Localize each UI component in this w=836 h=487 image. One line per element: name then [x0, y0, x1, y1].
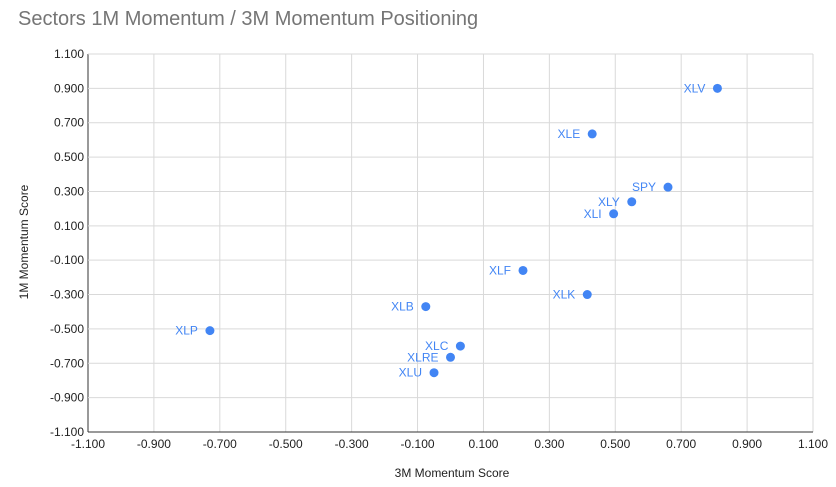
data-label: XLY [598, 195, 620, 209]
x-tick-label: 0.500 [600, 437, 630, 451]
x-tick-label: -0.900 [137, 437, 171, 451]
x-tick-label: 0.900 [732, 437, 762, 451]
data-point [663, 182, 673, 192]
grid-lines [87, 53, 814, 433]
y-axis-ticks: 1.100 0.900 0.700 0.500 0.300 0.100 -0.100 -0.3… [50, 47, 84, 439]
y-tick-label: 0.100 [54, 219, 84, 233]
data-label: XLK [553, 288, 576, 302]
x-tick-label: -0.300 [335, 437, 369, 451]
data-point [455, 341, 465, 351]
data-label: XLE [558, 127, 581, 141]
data-label: XLI [584, 207, 602, 221]
data-point [429, 368, 439, 378]
data-label: XLB [391, 300, 414, 314]
y-tick-label: 0.300 [54, 184, 84, 198]
y-tick-label: 1.100 [54, 47, 84, 61]
data-label: XLC [425, 339, 449, 353]
x-tick-label: 1.100 [798, 437, 828, 451]
y-tick-label: -1.100 [50, 425, 84, 439]
data-point [712, 83, 722, 93]
y-tick-label: -0.100 [50, 253, 84, 267]
y-tick-label: -0.700 [50, 356, 84, 370]
y-tick-label: 0.500 [54, 150, 84, 164]
x-axis-label: 3M Momentum Score [395, 466, 510, 480]
data-label: XLV [684, 81, 706, 95]
data-point [627, 197, 637, 207]
x-tick-label: -0.100 [401, 437, 435, 451]
data-label: XLRE [407, 350, 438, 364]
data-label: XLU [399, 366, 422, 380]
data-point [587, 129, 597, 139]
x-tick-label: -1.100 [71, 437, 105, 451]
y-tick-label: -0.900 [50, 391, 84, 405]
data-point [446, 352, 455, 362]
y-tick-label: -0.300 [50, 288, 84, 302]
data-point [421, 302, 431, 312]
chart-title: Sectors 1M Momentum / 3M Momentum Positi… [18, 8, 479, 30]
data-label: SPY [632, 180, 656, 194]
x-tick-label: -0.700 [203, 437, 237, 451]
data-label: XLF [489, 263, 511, 277]
x-axis-ticks: -1.100 -0.900 -0.700 -0.500 -0.300 -0.100 0.10… [71, 437, 828, 451]
data-point [518, 265, 528, 275]
y-tick-label: 0.900 [54, 81, 84, 95]
y-axis-label: 1M Momentum Score [17, 184, 31, 299]
data-point [582, 290, 592, 300]
data-point [609, 209, 619, 219]
x-tick-label: 0.700 [666, 437, 696, 451]
data-point [205, 326, 215, 336]
x-tick-label: 0.300 [534, 437, 564, 451]
x-tick-label: -0.500 [269, 437, 303, 451]
x-tick-label: 0.100 [468, 437, 498, 451]
y-tick-label: 0.700 [54, 116, 84, 130]
data-label: XLP [175, 324, 198, 338]
y-tick-label: -0.500 [50, 322, 84, 336]
